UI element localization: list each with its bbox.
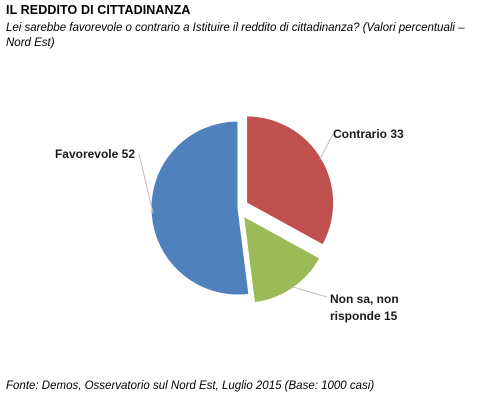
leader-line [291,286,328,298]
chart-title: IL REDDITO DI CITTADINANZA [6,3,191,17]
slice-label: Contrario 33 [333,127,404,141]
leader-line [319,133,334,160]
source-note: Fonte: Demos, Osservatorio sul Nord Est,… [6,380,375,392]
pie-slice-contrario [246,115,335,246]
chart-subtitle: Lei sarebbe favorevole o contrario a Ist… [6,22,465,49]
pie-slice-non-sa-non-risponde [243,215,321,304]
slice-label: Favorevole 52 [55,147,135,161]
slice-label: Non sa, non risponde 15 [330,292,399,323]
pie-slice-favorevole [150,120,250,296]
leader-line [138,153,154,214]
